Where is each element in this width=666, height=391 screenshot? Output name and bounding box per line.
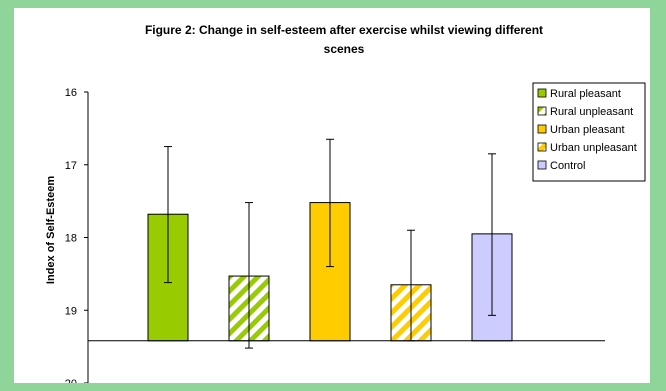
y-axis-label: Index of Self-Esteem: [45, 176, 57, 284]
legend-swatch-2: [537, 106, 547, 116]
legend-label-5: Control: [550, 160, 585, 172]
legend-swatch-1: [537, 88, 547, 98]
legend-label-4: Urban unpleasant: [550, 142, 637, 154]
y-ticks: 16 17 18 19 20: [65, 87, 88, 383]
chart-title-line-2: scenes: [324, 42, 365, 56]
legend-label-3: Urban pleasant: [550, 124, 625, 136]
legend-label-1: Rural pleasant: [550, 88, 621, 100]
bar-chart: Figure 2: Change in self-esteem after ex…: [45, 23, 646, 383]
legend-swatch-3: [537, 124, 547, 134]
y-tick-label: 17: [65, 160, 77, 172]
y-tick-label: 16: [65, 87, 77, 99]
y-tick-label: 20: [65, 378, 77, 383]
chart-panel: Figure 2: Change in self-esteem after ex…: [14, 8, 650, 383]
y-tick-label: 19: [65, 305, 77, 317]
legend: Rural pleasant Rural unpleasant Urban plea…: [532, 82, 646, 182]
legend-swatch-5: [537, 160, 547, 170]
legend-box: [532, 82, 646, 182]
legend-swatch-4: [537, 142, 547, 152]
y-tick-label: 18: [65, 233, 77, 245]
legend-label-2: Rural unpleasant: [550, 106, 633, 118]
chart-title-line-1: Figure 2: Change in self-esteem after ex…: [145, 23, 543, 37]
